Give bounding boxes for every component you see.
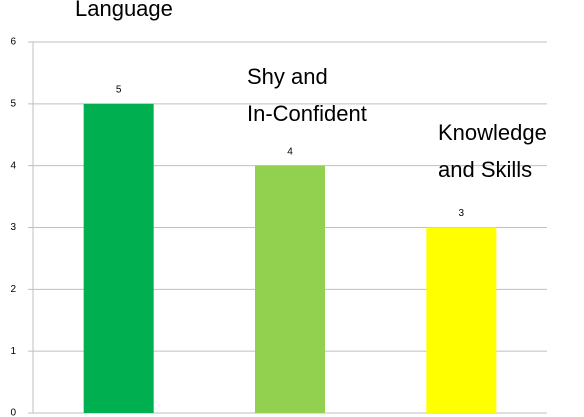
value-label: 3: [459, 208, 465, 219]
y-tick-label: 4: [10, 160, 16, 171]
bar: [83, 103, 154, 413]
y-tick-label: 2: [10, 284, 16, 295]
y-tick-label: 5: [10, 98, 16, 109]
y-tick-label: 0: [10, 408, 16, 417]
category-label: Shy and In-Confident: [247, 64, 367, 126]
bar: [426, 227, 497, 413]
y-tick-label: 1: [10, 346, 16, 357]
y-tick-label: 6: [10, 37, 16, 48]
category-label: Knowledge and Skills: [438, 120, 547, 182]
bar: [255, 165, 325, 413]
value-label: 4: [287, 146, 293, 157]
value-label: 5: [116, 84, 122, 95]
category-label: Language: [75, 0, 173, 21]
y-tick-label: 3: [10, 222, 16, 233]
